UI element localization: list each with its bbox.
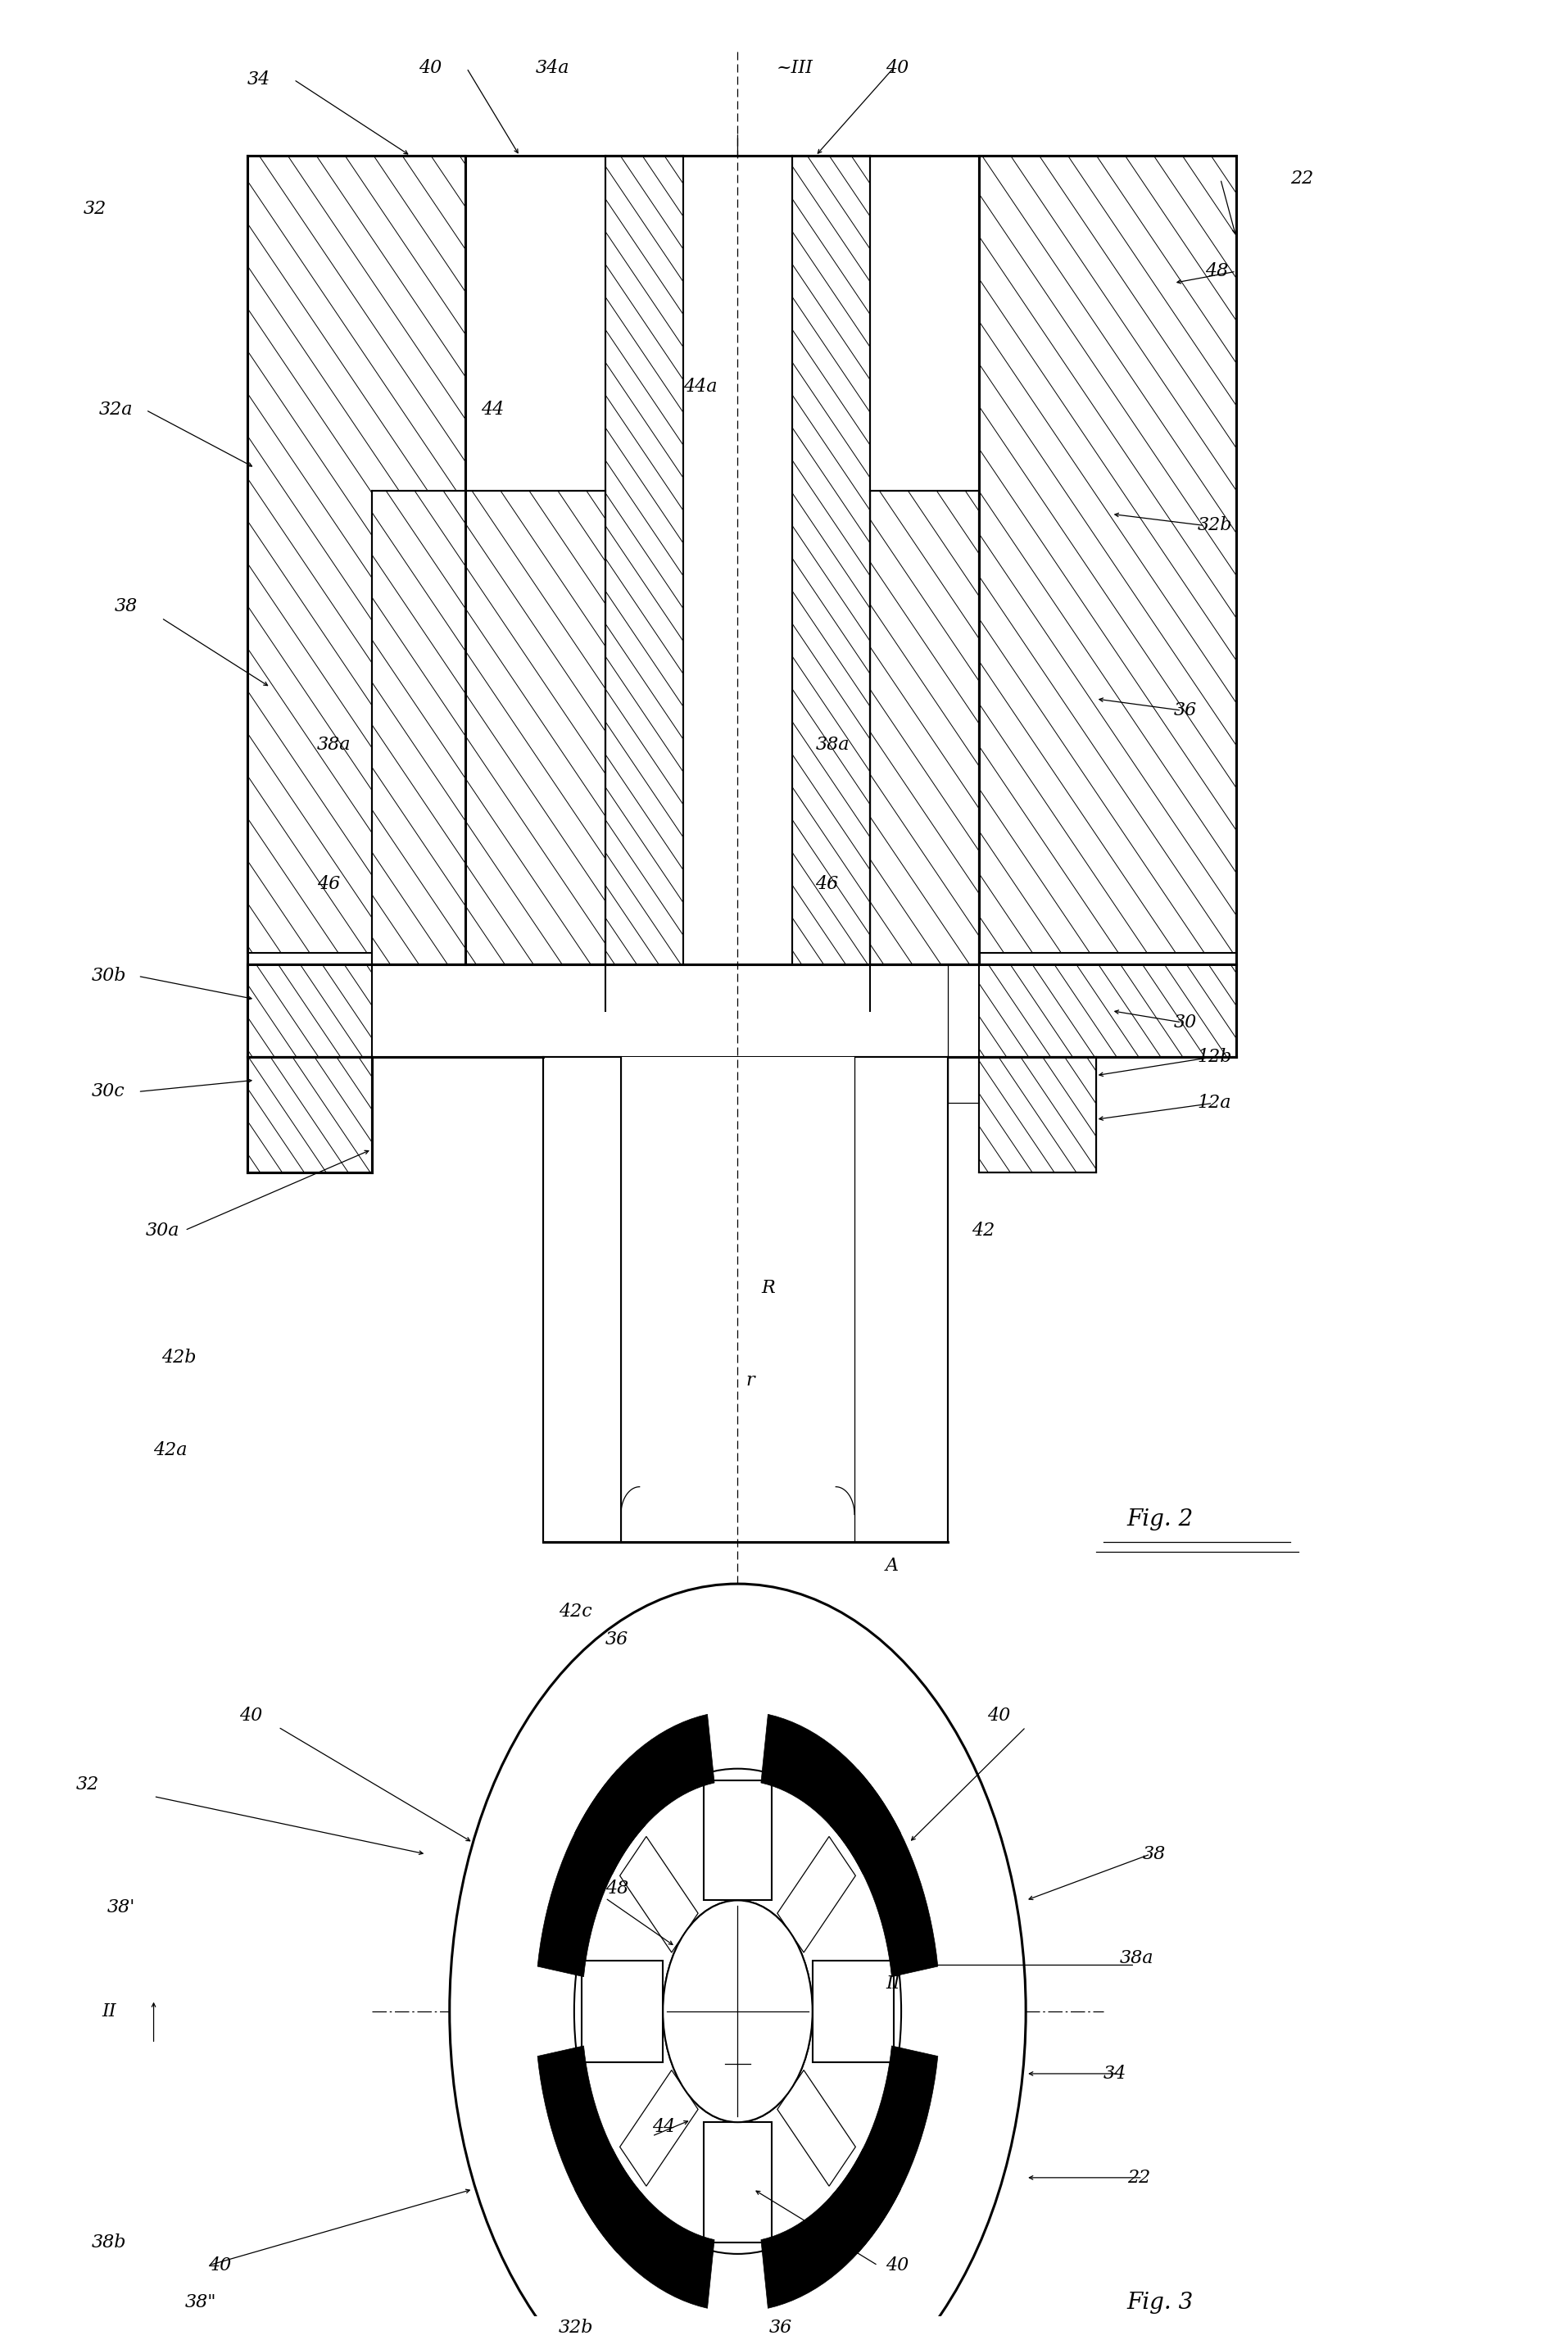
Text: ~III: ~III: [776, 58, 812, 77]
Circle shape: [450, 1584, 1025, 2340]
Circle shape: [663, 1900, 812, 2122]
Text: 40: 40: [886, 2256, 908, 2274]
Polygon shape: [574, 1715, 713, 1874]
Bar: [855, 1058, 947, 1542]
Text: 42b: 42b: [162, 1348, 196, 1367]
Bar: [372, 491, 605, 964]
Polygon shape: [702, 2122, 771, 2242]
Polygon shape: [812, 1961, 892, 2062]
Text: 12a: 12a: [1196, 1095, 1231, 1112]
Text: 32b: 32b: [558, 2319, 593, 2338]
Bar: [248, 1058, 372, 1172]
Text: 42: 42: [971, 1221, 994, 1240]
Text: R: R: [760, 1280, 775, 1296]
Bar: [978, 1058, 1096, 1172]
Polygon shape: [538, 1769, 644, 1977]
Polygon shape: [619, 2071, 698, 2186]
Text: 32b: 32b: [1196, 517, 1231, 534]
Text: 48: 48: [1204, 262, 1228, 281]
Text: 36: 36: [605, 1631, 629, 1647]
Text: 48: 48: [605, 1879, 629, 1898]
Text: 40: 40: [419, 58, 441, 77]
Text: 38": 38": [185, 2293, 216, 2312]
Text: 40: 40: [886, 58, 908, 77]
Text: 44: 44: [652, 2118, 674, 2136]
Text: A: A: [886, 1556, 898, 1575]
Text: 34: 34: [248, 70, 270, 89]
Text: 38a: 38a: [815, 737, 850, 753]
Polygon shape: [760, 2148, 900, 2307]
Bar: [248, 964, 1236, 1058]
Text: 30c: 30c: [91, 1083, 125, 1100]
Text: II: II: [102, 2003, 116, 2019]
Bar: [682, 157, 792, 1011]
Text: 36: 36: [768, 2319, 792, 2338]
Bar: [248, 964, 372, 1058]
Text: 42c: 42c: [558, 1603, 591, 1622]
Text: 36: 36: [1173, 702, 1196, 718]
Text: 22: 22: [1126, 2169, 1149, 2186]
Text: 34a: 34a: [535, 58, 569, 77]
Text: 32: 32: [83, 199, 107, 218]
Text: Fig. 2: Fig. 2: [1126, 1507, 1193, 1530]
Text: 32a: 32a: [99, 400, 133, 419]
Text: 44: 44: [480, 400, 503, 419]
Text: 42a: 42a: [154, 1441, 188, 1458]
Text: 38': 38': [107, 1898, 135, 1916]
Bar: [978, 964, 1236, 1058]
Polygon shape: [776, 1837, 855, 1952]
Text: 30: 30: [1173, 1013, 1196, 1032]
Text: 32: 32: [75, 1776, 99, 1795]
Bar: [870, 491, 978, 964]
Bar: [792, 157, 870, 1011]
Text: II: II: [886, 1975, 900, 1994]
Bar: [978, 1058, 1096, 1172]
Circle shape: [663, 1900, 812, 2122]
Text: 46: 46: [317, 875, 340, 894]
Bar: [248, 157, 464, 952]
Text: 40: 40: [209, 2256, 230, 2274]
Text: 30a: 30a: [146, 1221, 180, 1240]
Text: 38a: 38a: [1118, 1949, 1152, 1968]
Polygon shape: [619, 1837, 698, 1952]
Polygon shape: [702, 1781, 771, 1900]
Bar: [978, 157, 1236, 952]
Bar: [621, 1058, 855, 1542]
Text: 46: 46: [815, 875, 839, 894]
Bar: [605, 157, 682, 1011]
Polygon shape: [574, 2148, 713, 2307]
Text: Fig. 3: Fig. 3: [1126, 2291, 1193, 2314]
Bar: [543, 1058, 621, 1542]
Circle shape: [574, 1769, 900, 2253]
Polygon shape: [760, 1715, 900, 1874]
Text: 40: 40: [240, 1706, 262, 1725]
Text: 40: 40: [986, 1706, 1010, 1725]
Bar: [248, 1058, 372, 1172]
Text: 38: 38: [114, 597, 138, 615]
Text: r: r: [745, 1371, 754, 1390]
Text: 30b: 30b: [91, 966, 125, 985]
Text: 38: 38: [1142, 1846, 1165, 1863]
Polygon shape: [582, 1961, 663, 2062]
Polygon shape: [538, 2045, 644, 2253]
Text: 22: 22: [1290, 171, 1312, 187]
Polygon shape: [776, 2071, 855, 2186]
Text: 34: 34: [1104, 2064, 1126, 2083]
Text: 12b: 12b: [1196, 1048, 1231, 1067]
Polygon shape: [829, 2045, 938, 2253]
Text: 44a: 44a: [682, 379, 717, 395]
Polygon shape: [829, 1769, 938, 1977]
Text: 38b: 38b: [91, 2232, 125, 2251]
Text: 38a: 38a: [317, 737, 351, 753]
